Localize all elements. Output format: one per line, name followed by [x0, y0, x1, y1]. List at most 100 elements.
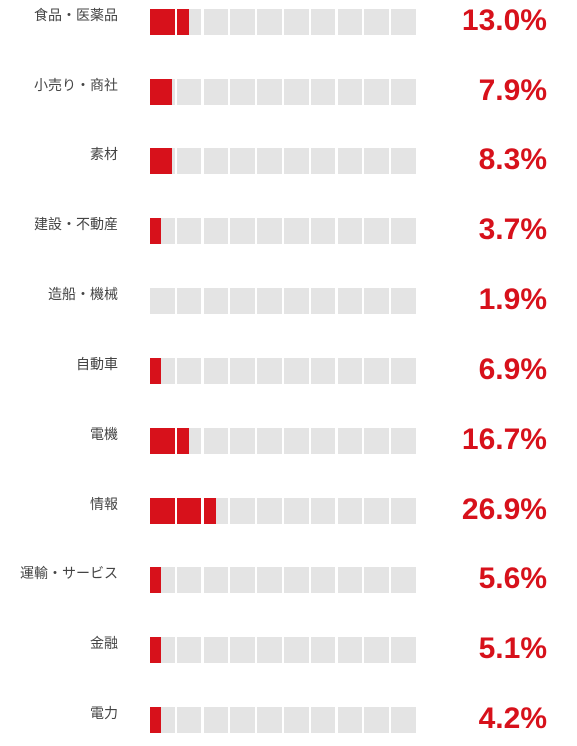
category-label: 運輸・サービス	[20, 566, 118, 582]
value-label: 26.9%	[461, 493, 547, 526]
bar-cell	[257, 79, 282, 105]
bar-cell	[203, 498, 229, 524]
bar-cell	[310, 9, 336, 35]
category-label: 情報	[90, 497, 118, 513]
bar-fill	[150, 428, 175, 454]
bar-cell	[310, 567, 336, 593]
bar-cell	[257, 567, 282, 593]
bar-cell	[337, 637, 363, 663]
bar-cell	[284, 148, 309, 174]
bar-cell	[203, 567, 229, 593]
bar-fill	[150, 148, 173, 174]
bar-cell	[203, 637, 229, 663]
chart-row: 小売り・商社 7.9%	[0, 74, 577, 118]
bar-cell	[176, 79, 202, 105]
bar-track	[150, 218, 418, 244]
bar-cell	[284, 9, 309, 35]
bar-track	[150, 567, 418, 593]
bar-cell	[150, 9, 175, 35]
bar-cell	[284, 288, 309, 314]
bar-cell	[176, 428, 202, 454]
category-label: 電力	[90, 706, 118, 722]
bar-cell	[257, 148, 282, 174]
bar-cell	[310, 358, 336, 384]
bar-cell	[337, 428, 363, 454]
bar-cell	[391, 79, 416, 105]
bar-cell	[284, 428, 309, 454]
bar-track	[150, 79, 418, 105]
bar-track	[150, 498, 418, 524]
bar-cell	[230, 428, 255, 454]
bar-track	[150, 288, 418, 314]
chart-row: 運輸・サービス 5.6%	[0, 562, 577, 606]
category-label: 素材	[90, 147, 118, 163]
bar-cell	[310, 218, 336, 244]
category-label: 電機	[90, 427, 118, 443]
bar-cell	[284, 358, 309, 384]
bar-cell	[150, 637, 175, 663]
bar-track	[150, 148, 418, 174]
bar-cell	[176, 358, 202, 384]
bar-cell	[176, 288, 202, 314]
bar-cell	[176, 707, 202, 733]
value-label: 5.6%	[478, 562, 547, 595]
bar-fill	[176, 498, 202, 524]
category-label: 金融	[90, 636, 118, 652]
bar-cell	[257, 358, 282, 384]
bar-cell	[284, 637, 309, 663]
bar-cell	[364, 9, 389, 35]
value-label: 13.0%	[461, 4, 547, 37]
bar-cell	[203, 79, 229, 105]
bar-cell	[150, 358, 175, 384]
bar-cell	[150, 148, 175, 174]
bar-cell	[310, 498, 336, 524]
bar-cell	[230, 567, 255, 593]
bar-fill	[150, 79, 173, 105]
chart-row: 造船・機械 1.9%	[0, 283, 577, 327]
bar-cell	[337, 567, 363, 593]
bar-cell	[364, 498, 389, 524]
bar-cell	[391, 148, 416, 174]
bar-cell	[310, 79, 336, 105]
bar-cell	[337, 148, 363, 174]
bar-cell	[310, 707, 336, 733]
bar-fill	[150, 358, 162, 384]
bar-cell	[150, 79, 175, 105]
bar-cell	[176, 218, 202, 244]
value-label: 6.9%	[478, 353, 547, 386]
bar-cell	[203, 148, 229, 174]
chart-row: 素材 8.3%	[0, 143, 577, 187]
value-label: 3.7%	[478, 213, 547, 246]
bar-cell	[230, 288, 255, 314]
bar-cell	[364, 707, 389, 733]
value-label: 7.9%	[478, 74, 547, 107]
bar-cell	[391, 9, 416, 35]
bar-cell	[203, 358, 229, 384]
bar-cell	[230, 218, 255, 244]
category-label: 食品・医薬品	[34, 8, 118, 24]
bar-track	[150, 637, 418, 663]
value-label: 5.1%	[478, 632, 547, 665]
bar-cell	[364, 288, 389, 314]
bar-cell	[230, 498, 255, 524]
value-label: 1.9%	[478, 283, 547, 316]
bar-cell	[391, 358, 416, 384]
bar-cell	[364, 567, 389, 593]
bar-fill	[150, 9, 175, 35]
category-label: 自動車	[76, 357, 118, 373]
bar-fill	[150, 707, 162, 733]
bar-fill	[150, 567, 162, 593]
bar-cell	[284, 707, 309, 733]
bar-cell	[203, 9, 229, 35]
bar-cell	[364, 428, 389, 454]
bar-fill	[150, 498, 175, 524]
bar-cell	[310, 637, 336, 663]
value-label: 4.2%	[478, 702, 547, 735]
chart-row: 金融 5.1%	[0, 632, 577, 676]
bar-cell	[230, 707, 255, 733]
bar-cell	[284, 218, 309, 244]
bar-cell	[337, 498, 363, 524]
bar-cell	[150, 707, 175, 733]
bar-cell	[150, 498, 175, 524]
bar-cell	[364, 218, 389, 244]
